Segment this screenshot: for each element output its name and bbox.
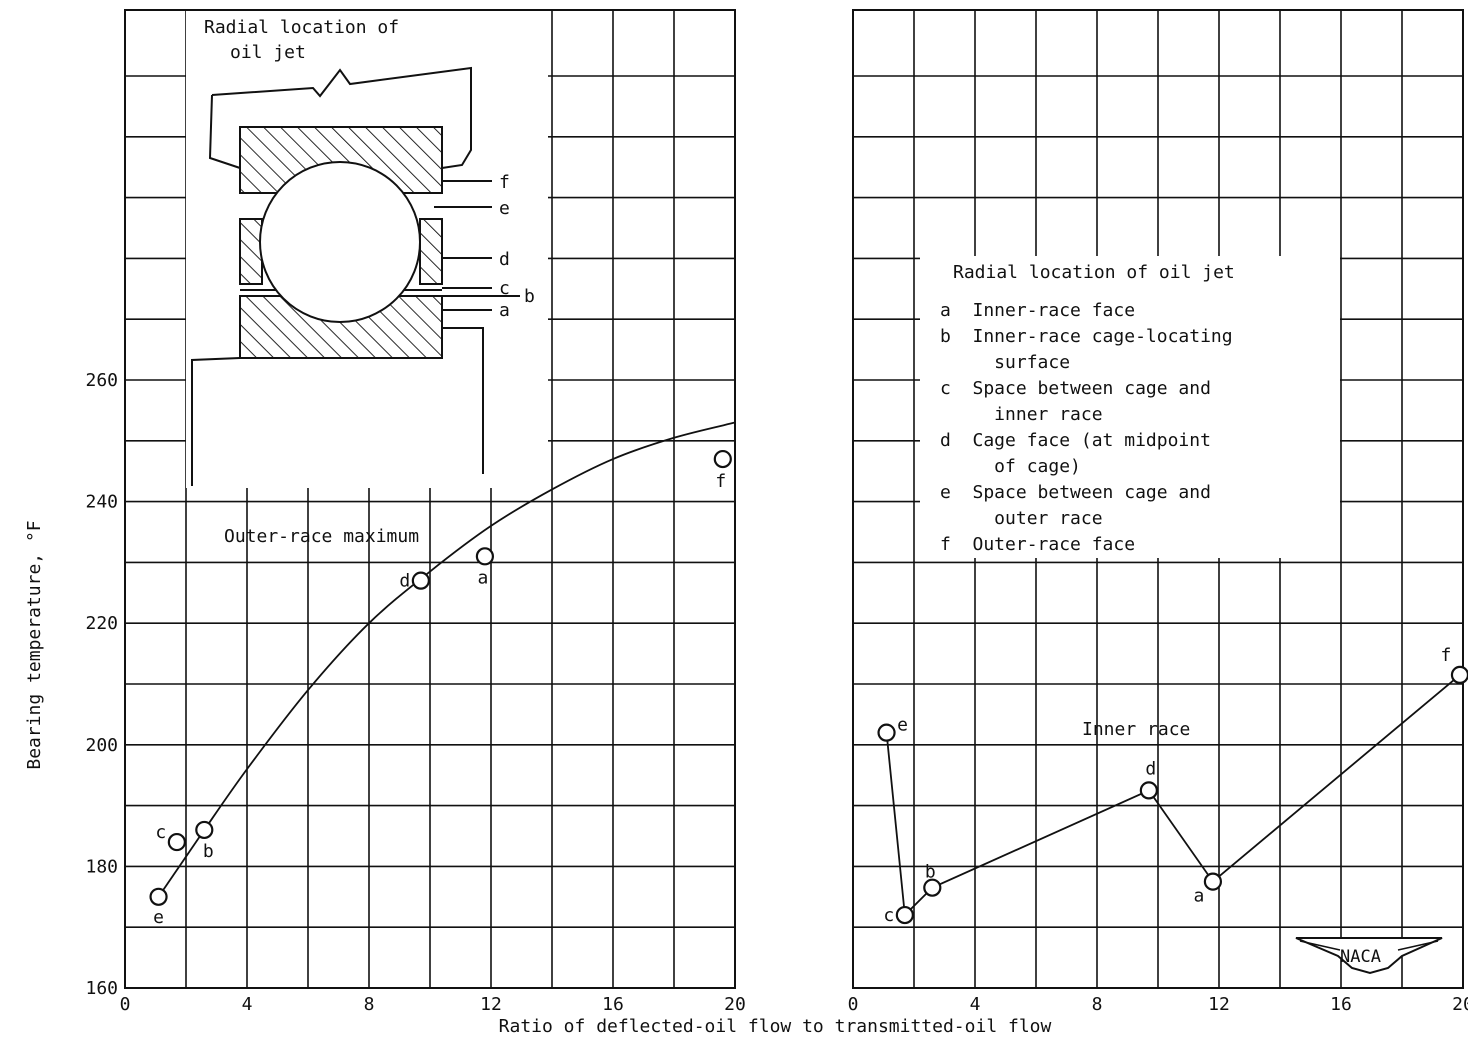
inset-title-line2: oil jet xyxy=(230,42,306,63)
inset-label-a: a xyxy=(499,300,510,321)
outer-race-point-f xyxy=(713,449,732,469)
outer-race-fit-curve xyxy=(203,421,736,831)
inset-label-b: b xyxy=(524,286,535,307)
inner-race-point-d xyxy=(1139,781,1158,800)
left-x-tick-label: 8 xyxy=(364,994,375,1015)
inner-race-series-label: Inner race xyxy=(1082,719,1190,740)
outer-race-low-segment xyxy=(157,829,206,898)
right-series: e c b d a f xyxy=(877,645,1468,926)
inner-race-point-label-e: e xyxy=(897,715,908,736)
left-plot-frame xyxy=(124,9,736,989)
left-x-tick-label: 20 xyxy=(724,994,746,1015)
left-y-tick-label: 240 xyxy=(85,492,118,513)
legend-entry: b Inner-race cage-locating xyxy=(940,326,1233,347)
outer-race-point-label-a: a xyxy=(477,567,488,588)
outer-race-series-label: Outer-race maximum xyxy=(224,526,419,547)
legend-entry: a Inner-race face xyxy=(940,300,1135,321)
left-series: e c b d a f xyxy=(149,421,736,928)
left-x-tick-labels: 0 4 8 12 16 20 xyxy=(120,994,746,1015)
ball xyxy=(259,161,421,323)
left-x-tick-label: 12 xyxy=(480,994,502,1015)
outer-race-point-b xyxy=(195,820,214,840)
legend-entry: inner race xyxy=(940,404,1103,425)
left-x-tick-label: 4 xyxy=(242,994,253,1015)
naca-logo: NACA xyxy=(1295,937,1443,975)
left-x-tick-label: 0 xyxy=(120,994,131,1015)
cage-left xyxy=(239,218,263,285)
bearing-cross-section: Radial location of oil jet f e d c b a xyxy=(191,17,535,486)
inner-race-point-label-b: b xyxy=(925,862,936,883)
inner-race-point-label-a: a xyxy=(1193,886,1204,907)
left-panel: 160 180 200 220 240 260 0 4 8 12 16 20 Radial loca… xyxy=(85,9,746,1015)
inner-race-point-label-f: f xyxy=(1441,645,1452,666)
inner-race-point-f xyxy=(1450,665,1468,684)
right-x-tick-label: 16 xyxy=(1330,994,1352,1015)
outer-race-point-label-b: b xyxy=(203,841,214,862)
left-y-tick-label: 180 xyxy=(85,856,118,877)
left-x-tick-label: 16 xyxy=(602,994,624,1015)
right-x-tick-label: 20 xyxy=(1452,994,1468,1015)
right-x-tick-labels: 0 4 8 12 16 20 xyxy=(848,994,1468,1015)
outer-race-point-d xyxy=(411,571,430,590)
left-y-tick-label: 200 xyxy=(85,735,118,756)
outer-race-point-label-f: f xyxy=(715,471,726,492)
right-plot-frame xyxy=(852,9,1464,989)
legend: Radial location of oil jet a Inner-race … xyxy=(940,262,1235,555)
legend-background xyxy=(920,256,1340,558)
inner-race-point-e xyxy=(877,723,896,742)
outer-race-point-a xyxy=(475,547,494,566)
naca-logo-text: NACA xyxy=(1340,947,1381,967)
left-y-tick-label: 260 xyxy=(85,370,118,391)
right-x-tick-label: 12 xyxy=(1208,994,1230,1015)
inner-race-point-label-c: c xyxy=(883,905,894,926)
outer-race-point-label-d: d xyxy=(399,571,410,592)
shaft-outline xyxy=(191,327,484,486)
legend-entry: f Outer-race face xyxy=(940,534,1135,555)
left-y-tick-label: 160 xyxy=(85,978,118,999)
inset-label-d: d xyxy=(499,249,510,270)
legend-entry: c Space between cage and xyxy=(940,378,1211,399)
housing-outline xyxy=(208,66,472,169)
legend-title: Radial location of oil jet xyxy=(953,262,1235,283)
legend-entry: outer race xyxy=(940,508,1103,529)
legend-entry: surface xyxy=(940,352,1070,373)
y-axis-label: Bearing temperature, °F xyxy=(24,520,45,769)
inset-label-e: e xyxy=(499,198,510,219)
legend-entry: e Space between cage and xyxy=(940,482,1211,503)
left-y-tick-label: 220 xyxy=(85,613,118,634)
outer-race-point-c xyxy=(167,832,186,852)
outer-race-point-label-c: c xyxy=(155,822,166,843)
outer-race-point-label-e: e xyxy=(153,907,164,928)
legend-entry: of cage) xyxy=(940,456,1081,477)
right-x-tick-label: 4 xyxy=(970,994,981,1015)
inner-race-line xyxy=(885,674,1461,918)
inner-race-point-a xyxy=(1203,872,1223,891)
inset-label-c: c xyxy=(499,278,510,299)
x-axis-label: Ratio of deflected-oil flow to transmitt… xyxy=(499,1016,1052,1037)
legend-entries: a Inner-race face b Inner-race cage-locat… xyxy=(940,300,1233,555)
right-x-tick-label: 8 xyxy=(1092,994,1103,1015)
right-panel: 0 4 8 12 16 20 Radial location of oil jet a I… xyxy=(848,9,1468,1015)
inset-title-line1: Radial location of xyxy=(204,17,399,38)
outer-race-point-e xyxy=(149,887,168,906)
inset-label-f: f xyxy=(499,172,510,193)
inner-race-point-label-d: d xyxy=(1145,758,1156,779)
right-x-tick-label: 0 xyxy=(848,994,859,1015)
inner-race-point-c xyxy=(895,905,914,925)
left-y-tick-labels: 160 180 200 220 240 260 xyxy=(85,370,118,999)
cage-right xyxy=(419,218,443,285)
legend-entry: d Cage face (at midpoint xyxy=(940,430,1211,451)
inner-race-point-b xyxy=(923,878,942,897)
